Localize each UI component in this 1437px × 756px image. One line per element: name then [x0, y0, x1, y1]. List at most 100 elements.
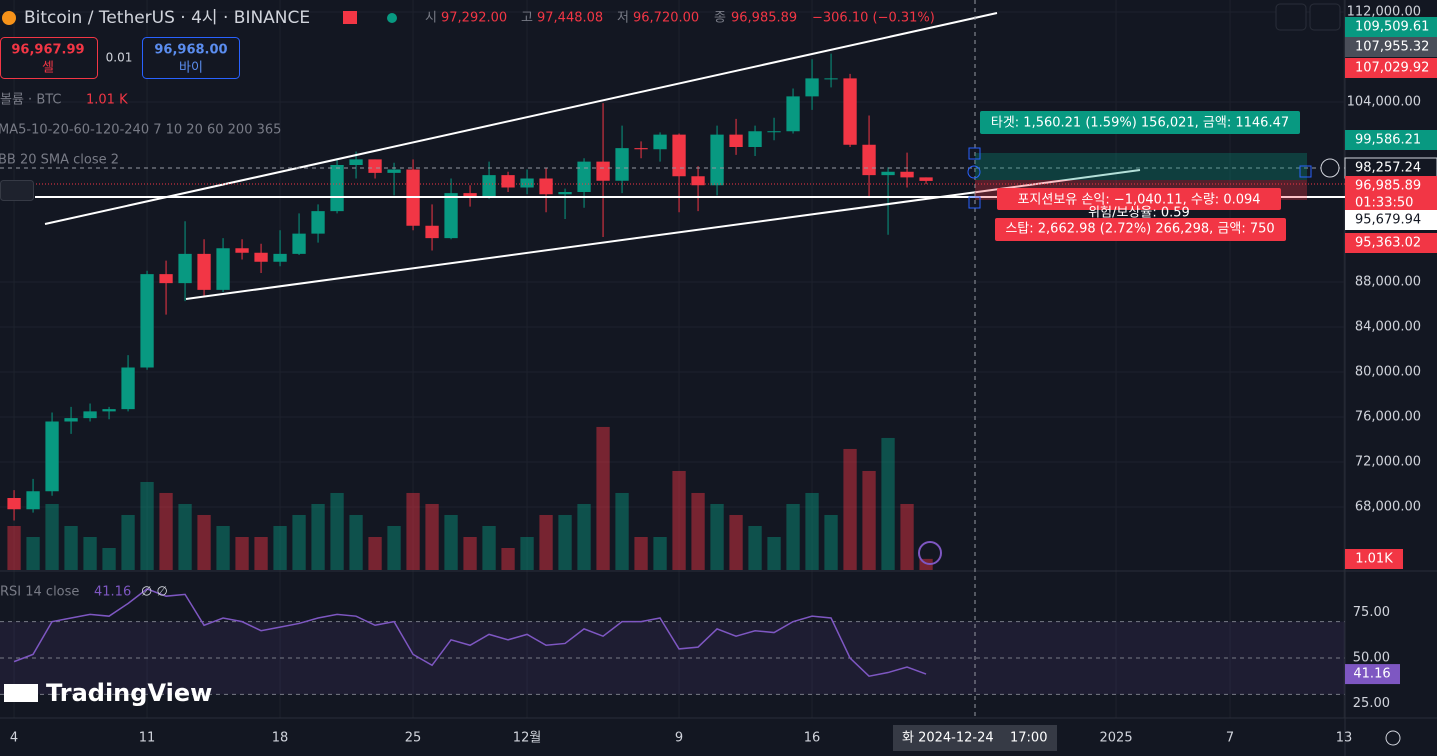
candle-body	[254, 252, 268, 262]
candle-body	[444, 193, 458, 239]
price-label-bg	[1345, 176, 1437, 193]
buy-price: 96,968.00	[154, 43, 227, 58]
rsi-label: 41.16	[1353, 667, 1390, 682]
candle-body	[482, 175, 496, 197]
bb-legend[interactable]: BB 20 SMA close 2	[0, 153, 119, 168]
plot	[0, 0, 1345, 718]
handle[interactable]	[968, 147, 981, 160]
x-tick-label: 16	[804, 731, 821, 746]
price-label: 107,955.32	[1355, 40, 1429, 55]
sell-button[interactable]	[0, 37, 98, 79]
volume-bar	[26, 536, 40, 570]
crosshair-date: 화 2024-12-24	[902, 731, 994, 746]
price-label: 95,679.94	[1355, 213, 1421, 228]
price-label: 99,586.21	[1355, 133, 1421, 148]
volume-bar	[672, 470, 686, 570]
candle-body	[805, 78, 819, 97]
candle-body	[748, 131, 762, 148]
candle-body	[159, 274, 173, 284]
fullscreen-button[interactable]	[1309, 3, 1341, 31]
volume-legend-value: 1.01 K	[86, 93, 128, 108]
rsi-legend-value: 41.16	[94, 585, 131, 600]
volume-bar	[159, 492, 173, 570]
candle-body	[235, 248, 249, 253]
candle-body	[767, 131, 781, 133]
price-label: 107,029.92	[1355, 61, 1429, 76]
rsi-legend[interactable]: RSI 14 close	[0, 585, 79, 600]
scroll-button[interactable]	[1275, 3, 1307, 31]
x-tick-label: 2025	[1100, 731, 1133, 746]
volume-bar	[729, 514, 743, 570]
trend-line[interactable]	[44, 12, 998, 225]
low-label: 저	[617, 11, 629, 26]
volume-bar	[501, 547, 515, 570]
handle[interactable]	[968, 196, 981, 209]
rsi-label-bg	[1345, 664, 1400, 685]
price-label: 109,509.61	[1355, 20, 1429, 35]
x-tick-label: 13	[1336, 731, 1353, 746]
volume-bar	[881, 437, 895, 570]
volume-bar	[634, 536, 648, 570]
trend-line[interactable]	[185, 169, 1141, 300]
candle-body	[7, 498, 21, 510]
volume-bar	[330, 492, 344, 570]
volume-bar	[463, 536, 477, 570]
candle-body	[216, 248, 230, 290]
target-label-bg	[980, 111, 1300, 134]
volume-bar	[64, 525, 78, 570]
flag-icon[interactable]	[343, 11, 357, 24]
rsi-tick-label: 75.00	[1353, 605, 1390, 620]
handle[interactable]	[1299, 165, 1312, 178]
high-value: 97,448.08	[537, 11, 603, 26]
symbol[interactable]: Bitcoin / TetherUS · 4시 · BINANCE	[24, 8, 310, 28]
price-label-bg	[1345, 37, 1437, 57]
candle-body	[539, 178, 553, 195]
low-value: 96,720.00	[633, 11, 699, 26]
target-zone[interactable]	[975, 153, 1307, 180]
settings-icon[interactable]	[1385, 730, 1401, 746]
sell-label: 셀	[42, 61, 54, 76]
volume-bar	[83, 536, 97, 570]
volume-bar	[102, 547, 116, 570]
volume-bar	[710, 503, 724, 570]
volume-legend[interactable]: 볼륨 · BTC	[0, 93, 62, 108]
volume-bar	[444, 514, 458, 570]
volume-bar	[786, 503, 800, 570]
candle-body	[83, 411, 97, 419]
alert-icon[interactable]	[918, 541, 942, 565]
y-tick-label: 112,000.00	[1347, 5, 1421, 20]
x-tick-label: 7	[1226, 731, 1234, 746]
volume-bar	[178, 503, 192, 570]
candle-body	[729, 134, 743, 148]
candle-body	[102, 409, 116, 412]
candle-body	[862, 144, 876, 176]
volume-bar	[292, 514, 306, 570]
add-button[interactable]	[1320, 158, 1340, 178]
logo[interactable]: TradingView	[46, 679, 212, 707]
volume-bar	[843, 448, 857, 570]
volume-bar	[387, 525, 401, 570]
sell-price: 96,967.99	[11, 43, 84, 58]
candle-body	[653, 134, 667, 150]
price-label-bg	[1345, 193, 1437, 213]
candle-body	[843, 78, 857, 145]
ma-legend[interactable]: MA5-10-20-60-120-240 7 10 20 60 200 365	[0, 123, 281, 138]
volume-bar	[140, 481, 154, 570]
volume-bar	[558, 514, 572, 570]
buy-button[interactable]	[142, 37, 240, 79]
volume-bar	[539, 514, 553, 570]
candle-body	[140, 274, 154, 368]
collapse-button[interactable]	[0, 180, 34, 201]
change-value: −306.10 (−0.31%)	[812, 11, 935, 26]
pnl-label-bg	[997, 188, 1281, 210]
volume-bar	[121, 514, 135, 570]
candle-body	[558, 192, 572, 195]
close-label: 종	[714, 11, 726, 26]
price-label: 01:33:50	[1355, 196, 1413, 211]
volume-bar	[767, 536, 781, 570]
handle[interactable]	[967, 165, 981, 179]
stop-label-bg	[995, 218, 1286, 241]
high-label: 고	[521, 11, 533, 26]
volume-bar	[216, 525, 230, 570]
candle-body	[710, 134, 724, 186]
